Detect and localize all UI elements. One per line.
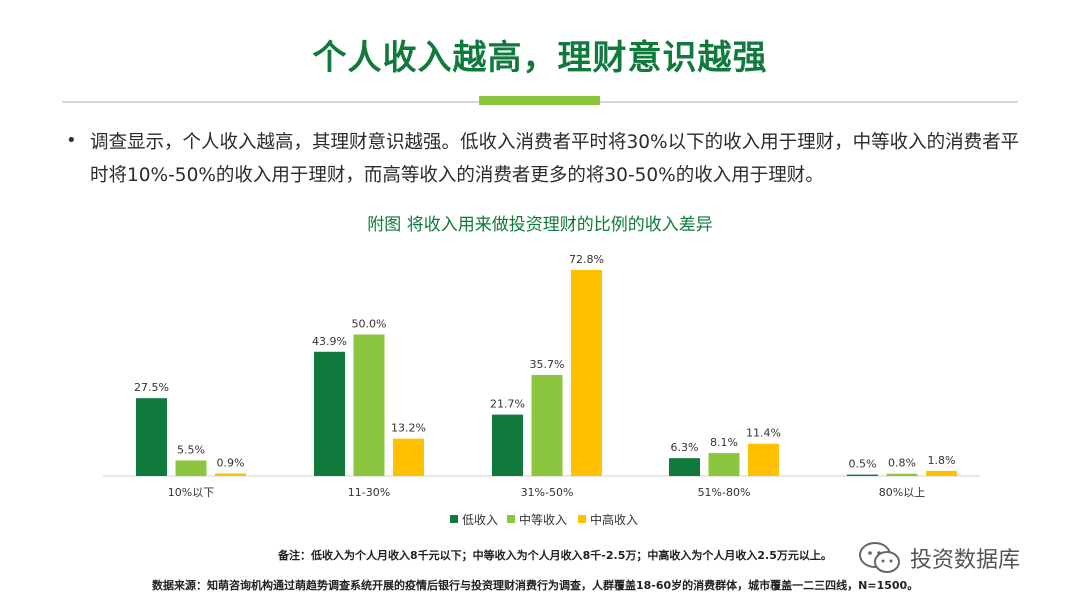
x-tick-label: 80%以上 — [879, 486, 925, 499]
data-label: 43.9% — [312, 335, 347, 348]
legend-label: 中高收入 — [590, 512, 638, 527]
bar-5-2 — [886, 473, 918, 476]
title-accent-bar — [479, 96, 600, 105]
data-label: 72.8% — [569, 253, 604, 266]
data-label: 50.0% — [352, 318, 387, 331]
bar-3-1 — [492, 414, 523, 476]
bar-2-3 — [393, 438, 424, 476]
bar-2-1 — [314, 351, 345, 476]
bullet-text: 调查显示，个人收入越高，其理财意识越强。低收入消费者平时将30%以下的收入用于理… — [90, 132, 1020, 186]
data-label: 1.8% — [928, 454, 956, 467]
bar-3-3 — [571, 270, 602, 476]
bar-3-2 — [531, 374, 563, 476]
data-label: 0.9% — [217, 456, 245, 469]
x-tick-label: 51%-80% — [698, 486, 751, 499]
legend-swatch — [450, 515, 458, 523]
data-label: 5.5% — [177, 443, 205, 456]
bar-1-2 — [175, 460, 207, 476]
data-label: 0.8% — [888, 457, 916, 470]
x-tick-label: 31%-50% — [521, 486, 574, 499]
data-label: 13.2% — [391, 422, 426, 435]
x-tick-label: 11-30% — [348, 486, 390, 499]
legend-label: 低收入 — [462, 513, 498, 527]
data-label: 0.5% — [849, 458, 877, 471]
bar-4-2 — [708, 453, 740, 476]
chart-title: 附图 将收入用来做投资理财的比例的收入差异 — [367, 215, 713, 235]
data-label: 6.3% — [671, 441, 699, 454]
page-title: 个人收入越高，理财意识越强 — [312, 38, 768, 78]
wechat-icon — [859, 542, 900, 573]
legend-swatch — [578, 515, 586, 523]
data-label: 11.4% — [746, 427, 781, 440]
data-label: 21.7% — [490, 398, 525, 411]
data-label: 27.5% — [134, 381, 169, 394]
bar-5-3 — [926, 470, 957, 476]
watermark-text: 投资数据库 — [910, 548, 1021, 573]
watermark: 投资数据库 — [858, 541, 1020, 575]
legend-label: 中等收入 — [519, 512, 567, 527]
bar-1-1 — [136, 398, 167, 476]
bar-4-1 — [669, 458, 700, 476]
bar-4-3 — [748, 443, 779, 476]
bar-2-2 — [353, 334, 385, 476]
data-label: 35.7% — [530, 358, 565, 371]
legend-swatch — [507, 515, 515, 523]
bar-5-1 — [847, 474, 878, 476]
bar-1-3 — [215, 473, 246, 476]
data-label: 8.1% — [710, 436, 738, 449]
x-tick-label: 10%以下 — [168, 486, 214, 499]
data-source: 数据来源：知萌咨询机构通过萌趋势调查系统开展的疫情后银行与投资理财消费行为调查，… — [152, 579, 919, 592]
bullet-marker: • — [66, 130, 77, 151]
footnote: 备注：低收入为个人月收入8千元以下；中等收入为个人月收入8千-2.5万；中高收入… — [278, 549, 832, 562]
